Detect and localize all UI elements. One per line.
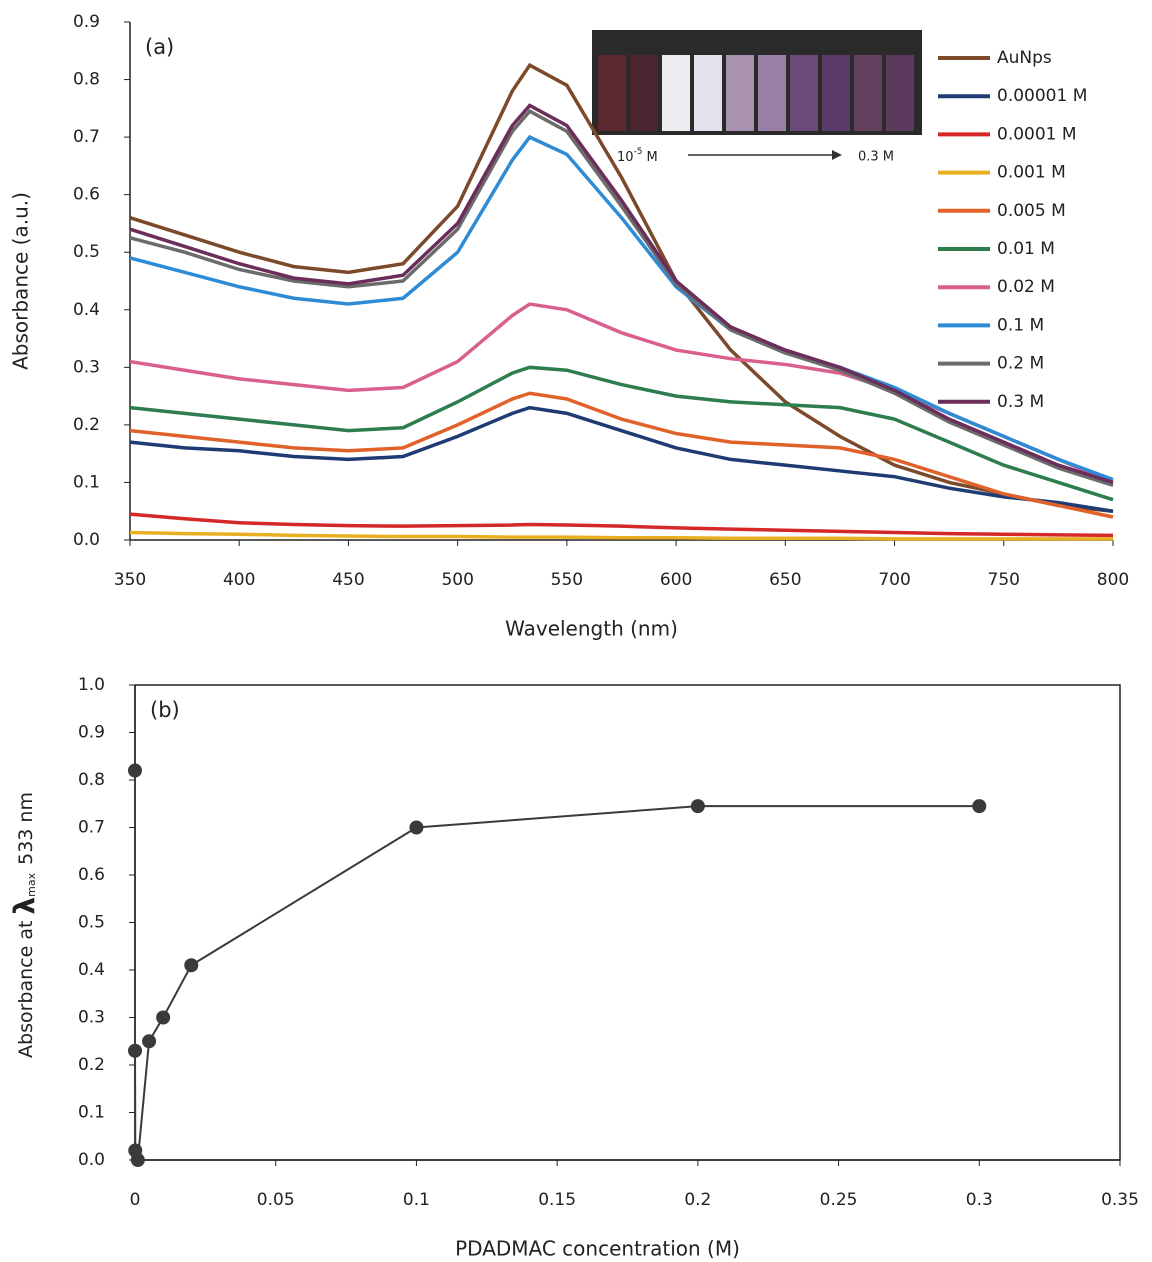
x-tick-label: 400 xyxy=(223,570,255,590)
y-tick-label: 0.0 xyxy=(73,530,100,550)
x-tick-label: 0.35 xyxy=(1101,1190,1139,1210)
y-axis-label: Absorbance at λmax 533 nm xyxy=(8,792,41,1058)
inset-start-unit: M xyxy=(647,150,658,165)
y-tick-label: 0.0 xyxy=(78,1150,105,1170)
y-label-prefix: Absorbance at xyxy=(15,921,37,1058)
legend-label: 0.3 M xyxy=(997,392,1044,412)
data-point xyxy=(128,763,142,778)
inset-start-label: 10-5 M xyxy=(617,147,658,165)
y-tick-label: 0.6 xyxy=(73,185,100,205)
spectrum-line xyxy=(129,391,1114,519)
legend-label: 0.01 M xyxy=(997,239,1055,259)
data-point xyxy=(156,1010,171,1025)
panel-label: (a) xyxy=(145,35,174,59)
data-point xyxy=(972,799,987,814)
inset-photo xyxy=(592,30,922,135)
legend-label: 0.0001 M xyxy=(997,124,1077,144)
y-tick-label: 0.8 xyxy=(73,70,100,90)
legend-label: 0.2 M xyxy=(997,354,1044,374)
legend-label: 0.001 M xyxy=(997,163,1066,183)
x-tick-label: 650 xyxy=(769,570,801,590)
legend-label: AuNps xyxy=(997,48,1052,68)
data-point xyxy=(128,1043,143,1058)
x-axis-label: PDADMAC concentration (M) xyxy=(455,1237,740,1261)
x-axis-label: Wavelength (nm) xyxy=(505,617,678,641)
spectrum-line xyxy=(129,62,1114,513)
x-tick-label: 500 xyxy=(441,570,473,590)
y-tick-label: 0.6 xyxy=(78,865,105,885)
x-tick-label: 600 xyxy=(660,570,692,590)
data-point xyxy=(409,820,424,835)
data-point xyxy=(130,1153,145,1167)
x-tick-label: 750 xyxy=(988,570,1020,590)
x-tick-label: 450 xyxy=(332,570,364,590)
x-tick-label: 0 xyxy=(130,1190,141,1210)
y-label-subscript: max xyxy=(25,872,38,896)
y-tick-label: 0.4 xyxy=(78,960,105,980)
x-tick-label: 700 xyxy=(878,570,910,590)
data-point xyxy=(184,958,199,973)
y-tick-label: 0.9 xyxy=(78,723,105,743)
y-tick-label: 0.9 xyxy=(73,12,100,32)
x-tick-label: 0.1 xyxy=(403,1190,430,1210)
y-tick-label: 0.2 xyxy=(73,415,100,435)
x-tick-label: 0.15 xyxy=(538,1190,576,1210)
data-point xyxy=(690,799,705,814)
x-tick-label: 0.25 xyxy=(820,1190,858,1210)
legend-label: 0.00001 M xyxy=(997,86,1087,106)
data-point xyxy=(142,1034,157,1049)
y-tick-label: 0.3 xyxy=(73,357,100,377)
y-tick-label: 0.1 xyxy=(73,472,100,492)
legend-label: 0.005 M xyxy=(997,201,1066,221)
spectrum-line xyxy=(129,405,1114,513)
y-tick-label: 0.5 xyxy=(78,913,105,933)
y-tick-label: 0.1 xyxy=(78,1103,105,1123)
legend-label: 0.02 M xyxy=(997,277,1055,297)
x-tick-label: 550 xyxy=(551,570,583,590)
x-tick-label: 800 xyxy=(1097,570,1129,590)
spectrum-line xyxy=(129,103,1114,485)
y-tick-label: 0.7 xyxy=(73,127,100,147)
inset-end-label: 0.3 M xyxy=(858,150,894,165)
y-tick-label: 0.3 xyxy=(78,1008,105,1028)
x-tick-label: 0.2 xyxy=(684,1190,711,1210)
spectrum-line xyxy=(129,530,1113,541)
legend-label: 0.1 M xyxy=(997,315,1044,335)
y-label-symbol: λ xyxy=(8,897,41,915)
y-tick-label: 0.2 xyxy=(78,1055,105,1075)
x-tick-label: 350 xyxy=(114,570,146,590)
x-tick-label: 0.3 xyxy=(966,1190,993,1210)
y-tick-label: 1.0 xyxy=(78,675,105,695)
y-tick-label: 0.7 xyxy=(78,818,105,838)
y-tick-label: 0.5 xyxy=(73,242,100,262)
y-label-suffix: 533 nm xyxy=(15,792,37,865)
inset-start-exp: -5 xyxy=(634,147,643,157)
inset-start-base: 10 xyxy=(617,150,634,165)
y-tick-label: 0.4 xyxy=(73,300,100,320)
y-tick-label: 0.8 xyxy=(78,770,105,790)
spectrum-line xyxy=(129,365,1114,502)
connecting-line xyxy=(134,805,980,1161)
x-tick-label: 0.05 xyxy=(257,1190,295,1210)
plot-frame xyxy=(134,684,1121,1161)
spectrum-line xyxy=(129,109,1114,487)
spectrum-line xyxy=(129,512,1114,538)
inset-arrow-head xyxy=(832,150,842,160)
panel-label: (b) xyxy=(150,698,180,722)
spectrum-line xyxy=(129,134,1114,482)
y-axis-label: Absorbance (a.u.) xyxy=(9,192,33,370)
